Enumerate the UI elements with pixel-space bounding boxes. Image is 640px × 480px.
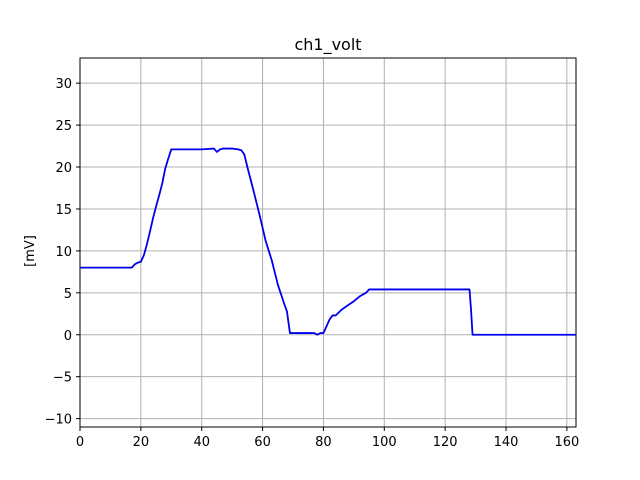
series-line [80,147,576,336]
y-axis-label: [mV] [23,235,38,267]
y-tick-label: 10 [55,245,72,260]
y-tick-label: 5 [64,287,72,302]
x-tick-label: 20 [133,435,150,450]
x-tick-label: 120 [433,435,458,450]
y-tick-label: −10 [45,413,72,428]
y-tick-label: 30 [55,77,72,92]
plot-frame [79,57,577,428]
chart-title: ch1_volt [294,35,361,55]
y-tick-label: 20 [55,161,72,176]
x-tick-label: 100 [372,435,397,450]
x-tick-label: 160 [554,435,579,450]
y-tick-label: 0 [64,329,72,344]
x-tick-label: 0 [76,435,84,450]
x-tick-label: 60 [254,435,271,450]
y-axis: −10 −5 0 5 10 15 20 25 30 [45,77,80,428]
x-tick-label: 40 [193,435,210,450]
y-tick-label: 25 [55,119,72,134]
x-axis: 0 20 40 60 80 100 120 140 160 [76,427,579,450]
grid [79,58,576,427]
y-tick-label: 15 [55,203,72,218]
x-tick-label: 80 [315,435,332,450]
series-layer [80,147,576,336]
x-tick-label: 140 [494,435,519,450]
y-tick-label: −5 [53,371,72,386]
